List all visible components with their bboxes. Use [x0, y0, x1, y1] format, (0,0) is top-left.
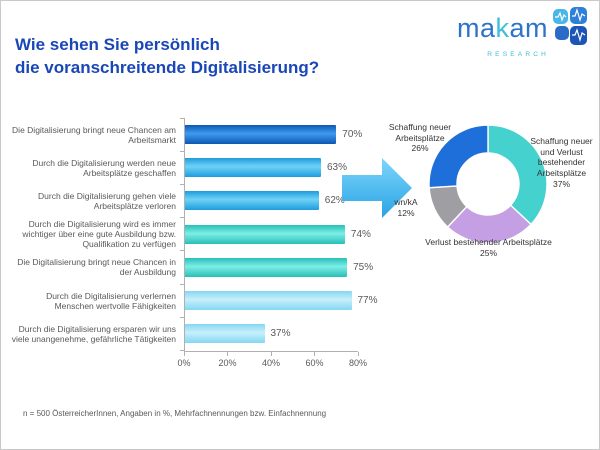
category-label: Durch die Digitalisierung wird es immer … [22, 219, 176, 250]
category-label: Durch die Digitalisierung ersparen wir u… [11, 323, 176, 344]
donut-label-wnka: wn/kA 12% [384, 197, 428, 218]
brand-name: makam [456, 12, 548, 43]
bar [184, 224, 345, 244]
bar-value-label: 37% [270, 328, 291, 340]
page-title-line1: Wie sehen Sie persönlich [15, 35, 220, 54]
donut-label-value: 25% [479, 247, 497, 258]
bar-value-label: 63% [327, 162, 348, 174]
donut-chart [426, 122, 550, 246]
donut-slice [487, 124, 548, 226]
donut-label-value: 26% [411, 143, 429, 154]
y-axis-tick [180, 117, 184, 119]
bar-row: Durch die Digitalisierung wird es immer … [11, 218, 396, 251]
bar [184, 257, 348, 277]
donut-label-text: Schaffung neuer Arbeitsplätze [388, 122, 452, 143]
y-axis-tick [180, 217, 184, 219]
makam-logo: makam RESEARCH [457, 7, 589, 58]
bar [184, 125, 337, 145]
bar-row: Durch die Digitalisierung gehen viele Ar… [11, 184, 396, 217]
bar-row: Die Digitalisierung bringt neue Chancen … [11, 251, 396, 284]
category-label: Durch die Digitalisierung gehen viele Ar… [38, 190, 176, 211]
bar-rows: Die Digitalisierung bringt neue Chancen … [11, 118, 396, 350]
donut-label-value: 37% [552, 178, 570, 189]
brand-post: am [509, 12, 548, 43]
y-axis-tick [180, 150, 184, 152]
bar-row: Durch die Digitalisierung verlernen Mens… [11, 284, 396, 317]
page-title: Wie sehen Sie persönlich die voranschrei… [15, 34, 319, 80]
bar [184, 158, 321, 178]
x-axis-tick-label: 40% [261, 358, 280, 368]
category-label: Durch die Digitalisierung verlernen Mens… [46, 290, 176, 311]
brand-accent: k [495, 12, 510, 43]
x-axis-tick-label: 0% [177, 358, 191, 368]
bar-chart: Die Digitalisierung bringt neue Chancen … [11, 117, 396, 378]
bar-value-label: 70% [342, 129, 363, 141]
donut-label-text: wn/kA [394, 197, 418, 207]
donut-slice [428, 124, 489, 189]
donut-label-schaffung-und-verlust: Schaffung neuer und Verlust bestehender … [524, 136, 599, 189]
bar [184, 191, 319, 211]
page-title-line2: die voranschreitende Digitalisierung? [15, 57, 320, 77]
brand-pre: ma [456, 12, 496, 43]
x-axis-tick [270, 352, 272, 356]
brand-subtitle: RESEARCH [487, 51, 549, 58]
donut-label-verlust: Verlust bestehender Arbeitsplätze 25% [411, 237, 566, 258]
bar-row: Durch die Digitalisierung ersparen wir u… [11, 317, 396, 350]
x-axis-tick [227, 352, 228, 356]
bar-value-label: 75% [353, 261, 374, 273]
category-label: Die Digitalisierung bringt neue Chancen … [17, 257, 176, 278]
y-axis-tick [180, 283, 184, 285]
category-label: Die Digitalisierung bringt neue Chancen … [12, 124, 176, 145]
bar [184, 324, 265, 344]
bar-row: Durch die Digitalisierung werden neue Ar… [11, 151, 396, 184]
y-axis-tick [180, 183, 184, 185]
bar-value-label: 62% [324, 195, 345, 207]
arrow-icon [342, 158, 412, 218]
category-label: Durch die Digitalisierung werden neue Ar… [32, 157, 176, 178]
y-axis-tick [180, 316, 184, 318]
donut-label-value: 12% [397, 207, 415, 218]
donut-label-schaffung-neuer: Schaffung neuer Arbeitsplätze 26% [384, 122, 456, 154]
x-axis-tick [183, 352, 185, 356]
donut-label-text: Schaffung neuer und Verlust bestehender … [530, 136, 593, 178]
x-axis-tick [357, 352, 359, 356]
donut-svg [428, 124, 548, 244]
bar-row: Die Digitalisierung bringt neue Chancen … [11, 118, 396, 151]
x-axis-line [184, 351, 358, 352]
donut-label-text: Verlust bestehender Arbeitsplätze [425, 237, 552, 247]
x-axis-tick-label: 80% [348, 358, 367, 368]
bar [184, 291, 352, 311]
x-axis-tick [314, 352, 315, 356]
x-axis-tick-label: 60% [305, 358, 324, 368]
x-axis-tick-label: 20% [218, 358, 237, 368]
y-axis-tick [180, 349, 184, 351]
bar-value-label: 74% [350, 228, 371, 240]
y-axis-line [184, 118, 185, 351]
y-axis-tick [180, 250, 184, 252]
bar-value-label: 77% [357, 295, 378, 307]
makam-logo-icon [553, 7, 587, 45]
footnote: n = 500 ÖsterreicherInnen, Angaben in %,… [23, 409, 327, 418]
